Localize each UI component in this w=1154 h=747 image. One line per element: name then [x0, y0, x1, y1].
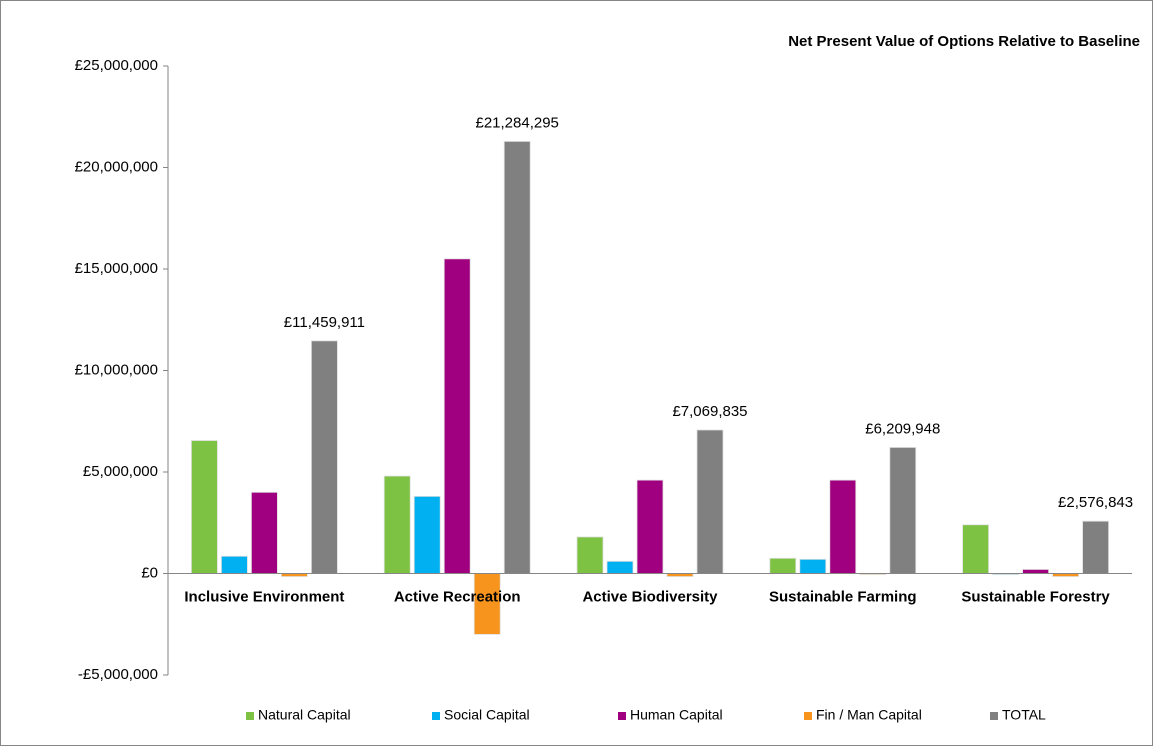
bar — [220, 555, 248, 574]
legend-label: TOTAL — [1002, 707, 1046, 723]
bar — [962, 524, 989, 574]
bar — [576, 536, 604, 574]
data-label: £2,576,843 — [1058, 494, 1133, 511]
bar — [310, 340, 338, 574]
x-tick-label: Active Biodiversity — [582, 588, 718, 605]
y-tick-label: £20,000,000 — [75, 158, 158, 175]
legend-label: Social Capital — [444, 707, 530, 723]
x-tick-label: Active Recreation — [394, 588, 521, 605]
legend-swatch — [804, 712, 812, 720]
legend-swatch — [990, 712, 998, 720]
legend-swatch — [246, 712, 254, 720]
legend-label: Human Capital — [630, 707, 723, 723]
bar — [799, 558, 827, 574]
bar — [413, 495, 441, 574]
x-tick-label: Inclusive Environment — [184, 588, 344, 605]
bar — [383, 475, 411, 574]
bar — [1082, 520, 1109, 574]
chart-title: Net Present Value of Options Relative to… — [788, 33, 1140, 50]
bar — [250, 491, 278, 574]
bar — [503, 141, 531, 574]
y-tick-label: £15,000,000 — [75, 260, 158, 277]
bar — [636, 479, 664, 574]
legend-swatch — [618, 712, 626, 720]
x-tick-label: Sustainable Farming — [769, 588, 917, 605]
bar — [190, 440, 218, 574]
bar — [1022, 569, 1049, 574]
data-label: £6,209,948 — [865, 420, 940, 437]
data-label: £7,069,835 — [672, 403, 747, 420]
y-tick-label: £5,000,000 — [83, 463, 158, 480]
bar — [769, 557, 797, 574]
bar — [606, 560, 634, 574]
y-tick-label: £10,000,000 — [75, 361, 158, 378]
bar — [696, 429, 724, 574]
bar — [443, 258, 471, 574]
data-label: £11,459,911 — [284, 314, 365, 331]
legend-swatch — [432, 712, 440, 720]
y-tick-label: -£5,000,000 — [78, 666, 158, 683]
data-label: £21,284,295 — [475, 114, 558, 131]
legend-label: Natural Capital — [258, 707, 351, 723]
bar — [889, 447, 917, 574]
legend-label: Fin / Man Capital — [816, 707, 922, 723]
y-tick-label: £0 — [141, 564, 158, 581]
x-tick-label: Sustainable Forestry — [961, 588, 1110, 605]
bar — [829, 479, 857, 574]
y-tick-label: £25,000,000 — [75, 57, 158, 74]
